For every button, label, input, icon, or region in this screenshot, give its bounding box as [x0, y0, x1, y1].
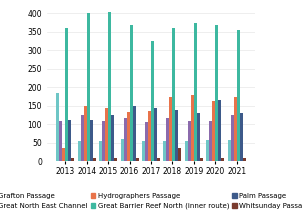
Bar: [169, 97, 172, 161]
Bar: [154, 108, 157, 161]
Bar: [65, 28, 68, 161]
Bar: [102, 121, 105, 161]
Bar: [212, 101, 215, 161]
Bar: [108, 12, 111, 161]
Bar: [166, 118, 169, 161]
Bar: [194, 23, 197, 161]
Bar: [228, 140, 231, 161]
Bar: [124, 118, 127, 161]
Bar: [105, 108, 108, 161]
Bar: [90, 120, 93, 161]
Bar: [231, 115, 234, 161]
Bar: [84, 106, 87, 161]
Bar: [191, 95, 194, 161]
Bar: [218, 100, 221, 161]
Bar: [130, 25, 133, 161]
Bar: [114, 158, 117, 161]
Bar: [175, 110, 178, 161]
Bar: [142, 141, 145, 161]
Bar: [188, 121, 191, 161]
Bar: [68, 120, 71, 161]
Bar: [185, 141, 188, 161]
Bar: [221, 158, 224, 161]
Bar: [215, 25, 218, 161]
Bar: [172, 28, 175, 161]
Bar: [136, 158, 139, 161]
Bar: [133, 106, 136, 161]
Bar: [87, 13, 90, 161]
Bar: [240, 112, 243, 161]
Bar: [206, 140, 209, 161]
Bar: [163, 141, 166, 161]
Legend: Grafton Passage, Great North East Channel, Hydrographers Passage, Great Barrier : Grafton Passage, Great North East Channe…: [0, 193, 302, 209]
Bar: [56, 93, 59, 161]
Bar: [148, 111, 151, 161]
Bar: [151, 41, 154, 161]
Bar: [127, 112, 130, 161]
Bar: [62, 148, 65, 161]
Bar: [157, 158, 160, 161]
Bar: [237, 30, 240, 161]
Bar: [81, 115, 84, 161]
Bar: [243, 158, 246, 161]
Bar: [178, 148, 182, 161]
Bar: [111, 115, 114, 161]
Bar: [197, 112, 200, 161]
Bar: [234, 97, 237, 161]
Bar: [99, 141, 102, 161]
Bar: [71, 158, 74, 161]
Bar: [78, 141, 81, 161]
Bar: [209, 121, 212, 161]
Bar: [145, 123, 148, 161]
Bar: [93, 158, 96, 161]
Bar: [200, 158, 203, 161]
Bar: [120, 139, 124, 161]
Bar: [59, 121, 62, 161]
